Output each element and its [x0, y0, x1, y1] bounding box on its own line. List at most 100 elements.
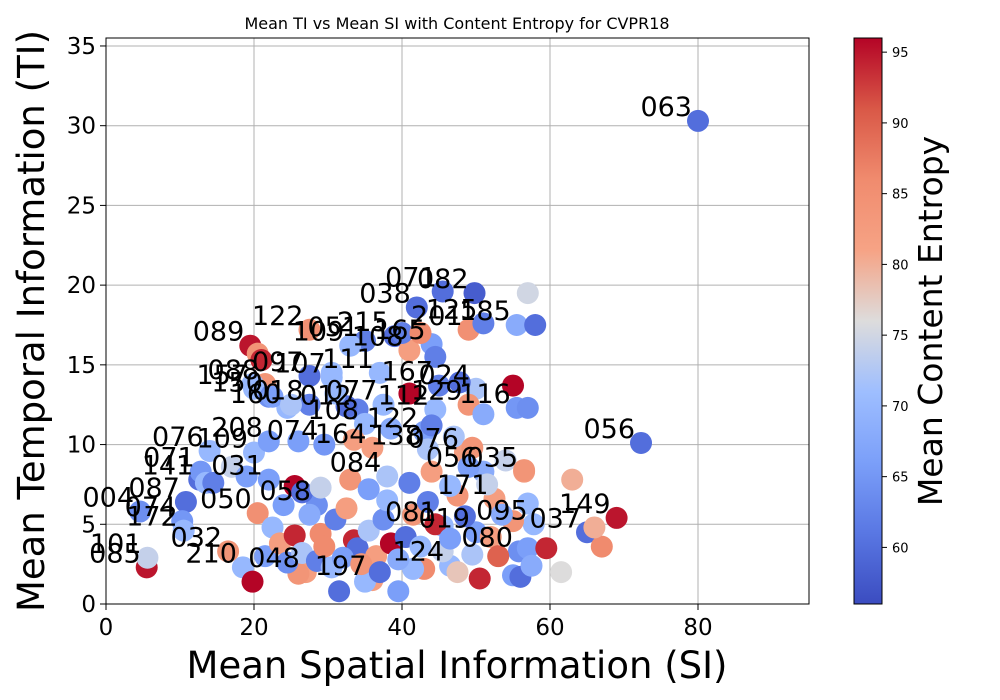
data-point [241, 372, 264, 395]
y-tick-label: 25 [67, 193, 96, 219]
data-point [320, 361, 343, 384]
x-tick-label: 60 [535, 615, 564, 641]
data-point [502, 374, 524, 397]
data-point [416, 490, 439, 513]
data-point [461, 543, 484, 566]
data-point [439, 527, 462, 550]
x-tick-label: 20 [239, 615, 268, 641]
point-label: 077 [326, 376, 378, 407]
data-point [339, 334, 362, 357]
point-label: 185 [459, 296, 511, 327]
data-point [309, 476, 332, 499]
point-label: 038 [359, 278, 411, 309]
y-tick-label: 10 [67, 433, 96, 459]
data-point [472, 403, 495, 426]
point-label: 032 [171, 522, 223, 553]
data-point [372, 508, 395, 531]
point-label: 089 [193, 317, 245, 348]
data-point [313, 535, 336, 558]
y-tick-label: 35 [67, 34, 96, 60]
data-point [198, 439, 221, 462]
colorbar-ticks: 60 65 70 75 80 85 90 95 [882, 46, 909, 556]
point-label: 076 [407, 424, 459, 455]
point-label: 208 [211, 412, 263, 443]
data-point [516, 396, 539, 419]
data-point [402, 503, 425, 526]
point-label: 111 [322, 344, 374, 375]
data-point [339, 468, 362, 491]
point-label: 165 [374, 315, 426, 346]
point-labels: 0630560351490850040870741011721410760711… [82, 92, 692, 582]
data-point [420, 414, 443, 437]
data-point [241, 570, 264, 593]
data-point [376, 489, 399, 512]
data-point [590, 535, 613, 558]
colorbar-tick-label: 95 [892, 46, 909, 61]
x-tick-label: 0 [99, 615, 114, 641]
data-point [298, 393, 321, 416]
point-label: 087 [128, 473, 180, 504]
point-label: 167 [381, 357, 433, 388]
data-point [431, 280, 454, 303]
point-label: 063 [640, 92, 692, 123]
point-label: 122 [367, 403, 419, 434]
colorbar-tick-label: 70 [892, 400, 909, 415]
data-point [476, 473, 499, 496]
data-point [391, 321, 413, 344]
chart-title: Mean TI vs Mean SI with Content Entropy … [244, 14, 669, 33]
data-point [409, 535, 432, 558]
point-label: 215 [337, 307, 389, 338]
data-point [354, 412, 376, 435]
y-axis-ticks: 0 5 10 15 20 25 30 35 [67, 34, 106, 618]
point-label: 172 [126, 502, 178, 533]
x-axis-ticks: 0 20 40 60 80 [99, 604, 713, 641]
point-label: 088 [208, 355, 260, 386]
point-label: 201 [411, 301, 463, 332]
data-point [342, 428, 365, 451]
point-label: 150 [211, 368, 263, 399]
colorbar-tick-label: 85 [892, 188, 909, 203]
point-label: 037 [529, 503, 581, 534]
point-label: 056 [426, 443, 478, 474]
point-label: 138 [370, 420, 422, 451]
point-label: 019 [418, 503, 470, 534]
data-point [687, 109, 709, 132]
point-label: 048 [248, 543, 300, 574]
data-point [516, 492, 539, 515]
point-label: 071 [143, 443, 195, 474]
data-point [487, 545, 510, 568]
point-label: 125 [426, 294, 478, 325]
data-point [442, 425, 465, 448]
data-point [254, 545, 277, 568]
point-label: 004 [82, 483, 134, 514]
point-label: 129 [411, 376, 463, 407]
data-point [235, 465, 258, 488]
data-point [172, 519, 195, 542]
point-label: 197 [315, 551, 367, 582]
data-point [368, 361, 391, 384]
data-point [428, 374, 450, 397]
data-point [398, 471, 421, 494]
point-label: 035 [467, 443, 519, 474]
data-point [298, 318, 321, 341]
point-label: 149 [559, 489, 611, 520]
data-point [261, 385, 284, 408]
data-point [398, 339, 421, 362]
data-point [272, 494, 295, 517]
data-point [522, 513, 545, 536]
point-label: 112 [378, 380, 430, 411]
point-label: 080 [461, 522, 513, 553]
point-label: 085 [89, 538, 141, 569]
colorbar-tick-label: 90 [892, 117, 909, 132]
point-label: 171 [437, 470, 489, 501]
data-points [129, 109, 709, 603]
point-label: 056 [583, 414, 635, 445]
colorbar-tick-label: 75 [892, 329, 909, 344]
data-point [174, 490, 197, 513]
point-label: 108 [352, 321, 404, 352]
data-point [505, 313, 528, 336]
data-point [379, 417, 402, 440]
y-tick-label: 20 [67, 273, 96, 299]
point-label: 084 [330, 447, 382, 478]
